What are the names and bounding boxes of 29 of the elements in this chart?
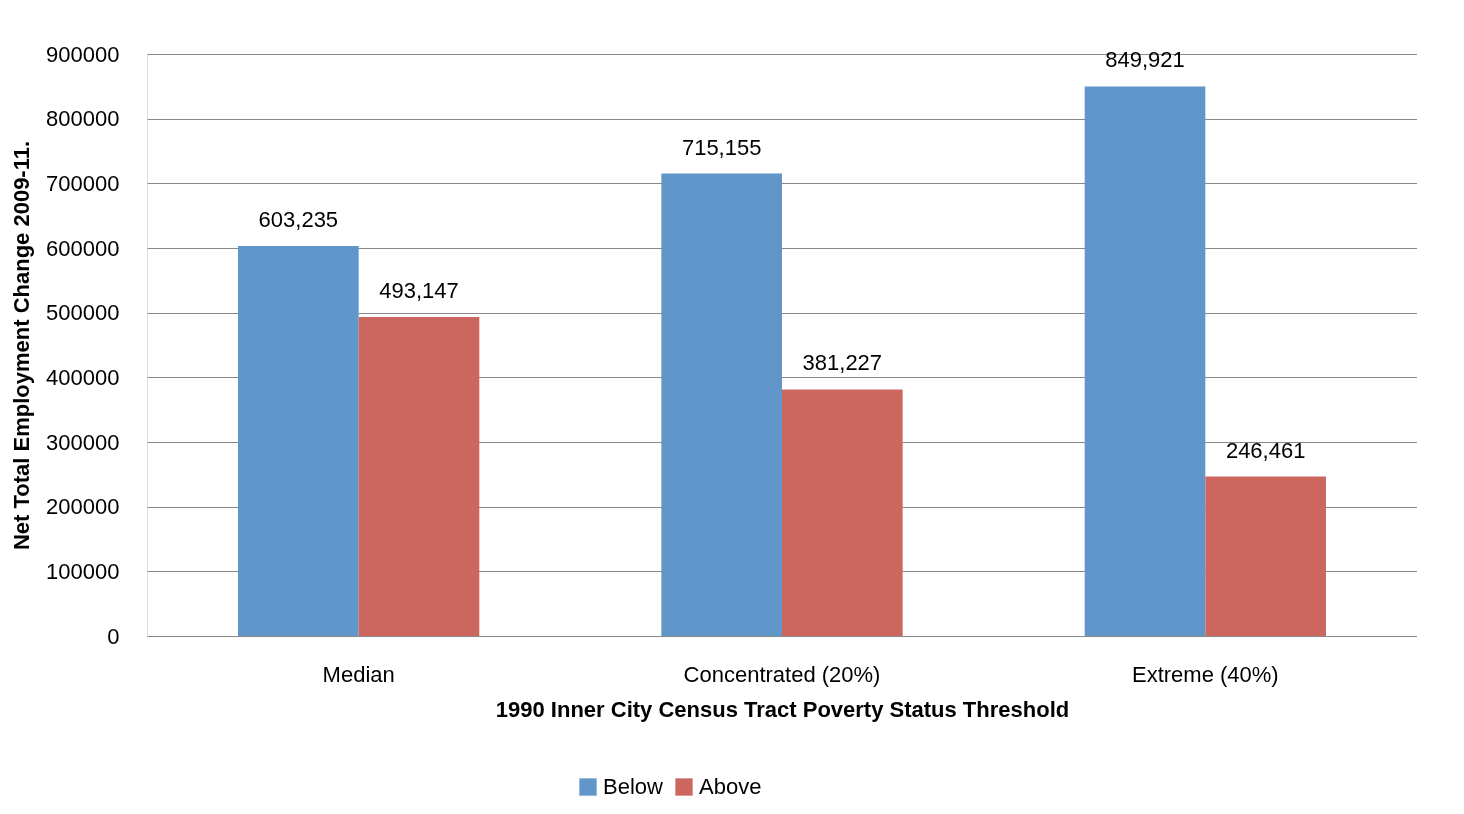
bar bbox=[661, 173, 782, 636]
data-label: 715,155 bbox=[681, 134, 762, 160]
y-tick-label: 200000 bbox=[46, 494, 120, 520]
y-tick-label: 400000 bbox=[46, 364, 120, 390]
bar bbox=[1205, 476, 1326, 636]
legend-label: Above bbox=[699, 774, 762, 799]
data-label: 381,227 bbox=[802, 350, 883, 376]
data-label: 849,921 bbox=[1105, 47, 1185, 73]
x-tick-label: Concentrated (20%) bbox=[683, 661, 881, 687]
bar bbox=[358, 317, 480, 636]
x-tick-label: Extreme (40%) bbox=[1131, 661, 1279, 687]
y-tick-label: 700000 bbox=[46, 170, 120, 196]
data-label: 603,235 bbox=[258, 206, 339, 232]
bar bbox=[782, 389, 903, 636]
y-tick-label: 0 bbox=[107, 623, 120, 649]
bar bbox=[238, 245, 359, 636]
x-tick-label: Median bbox=[322, 661, 395, 687]
y-tick-label: 900000 bbox=[46, 41, 120, 67]
y-tick-label: 500000 bbox=[46, 300, 120, 326]
y-tick-label: 300000 bbox=[46, 429, 120, 455]
y-tick-label: 100000 bbox=[46, 558, 120, 584]
y-axis-title: Net Total Employment Change 2009-11. bbox=[9, 140, 35, 551]
y-tick-label: 600000 bbox=[46, 235, 120, 261]
data-label: 493,147 bbox=[379, 278, 459, 304]
legend-label: Below bbox=[603, 774, 664, 799]
data-label: 246,461 bbox=[1225, 437, 1306, 463]
x-axis-title: 1990 Inner City Census Tract Poverty Status Threshold bbox=[495, 696, 1070, 722]
y-tick-label: 800000 bbox=[46, 106, 120, 132]
bar bbox=[1084, 86, 1206, 636]
